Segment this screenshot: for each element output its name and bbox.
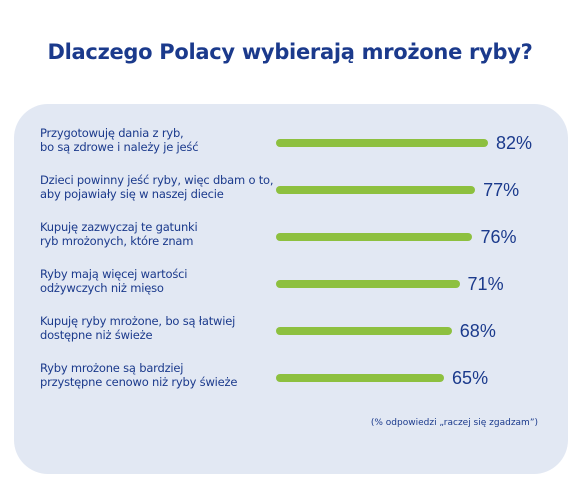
category-label-line: Przygotowuję dania z ryb, — [40, 126, 184, 140]
chart-title: Dlaczego Polacy wybierają mrożone ryby? — [47, 40, 533, 64]
value-label: 77% — [483, 180, 520, 200]
value-label: 68% — [459, 321, 496, 341]
category-label-line: ryb mrożonych, które znam — [40, 234, 194, 248]
category-label-line: odżywczych niż mięso — [40, 281, 164, 295]
category-label-line: Dzieci powinny jeść ryby, więc dbam o to… — [40, 173, 274, 187]
bar — [276, 233, 473, 241]
category-label-line: dostępne niż świeże — [40, 328, 153, 342]
category-label-line: Ryby mają więcej wartości — [40, 267, 188, 281]
bar-chart: Przygotowuję dania z ryb, bo są zdrowe i … — [14, 104, 568, 474]
category-label: Kupuję zazwyczaj te gatunki ryb mrożonych… — [40, 220, 290, 248]
bar — [276, 374, 445, 382]
bar — [276, 280, 460, 288]
value-label: 65% — [452, 368, 489, 388]
bar — [276, 186, 476, 194]
category-label-line: przystępne cenowo niż ryby świeże — [40, 375, 238, 389]
bar — [276, 139, 488, 147]
category-label-line: bo są zdrowe i należy je jeść — [40, 140, 199, 154]
category-label: Kupuję ryby mrożone, bo są łatwiej dostęp… — [40, 314, 290, 342]
value-label: 71% — [467, 274, 504, 294]
footnote: (% odpowiedzi „raczej się zgadzam”) — [370, 418, 538, 428]
category-label-line: Kupuję ryby mrożone, bo są łatwiej — [40, 314, 236, 328]
bar — [276, 327, 452, 335]
value-label: 76% — [480, 227, 517, 247]
category-label-line: Kupuję zazwyczaj te gatunki — [40, 220, 198, 234]
category-label: Ryby mrożone są bardziej przystępne cenow… — [40, 361, 290, 389]
category-label: Ryby mają więcej wartości odżywczych niż … — [40, 267, 290, 295]
category-label-line: Ryby mrożone są bardziej — [40, 361, 184, 375]
category-label: Przygotowuję dania z ryb, bo są zdrowe i … — [40, 126, 290, 154]
category-label-line: aby pojawiały się w naszej diecie — [40, 187, 224, 201]
value-label: 82% — [496, 133, 533, 153]
category-label: Dzieci powinny jeść ryby, więc dbam o to… — [40, 173, 290, 201]
chart-panel: Przygotowuję dania z ryb, bo są zdrowe i … — [14, 104, 568, 474]
